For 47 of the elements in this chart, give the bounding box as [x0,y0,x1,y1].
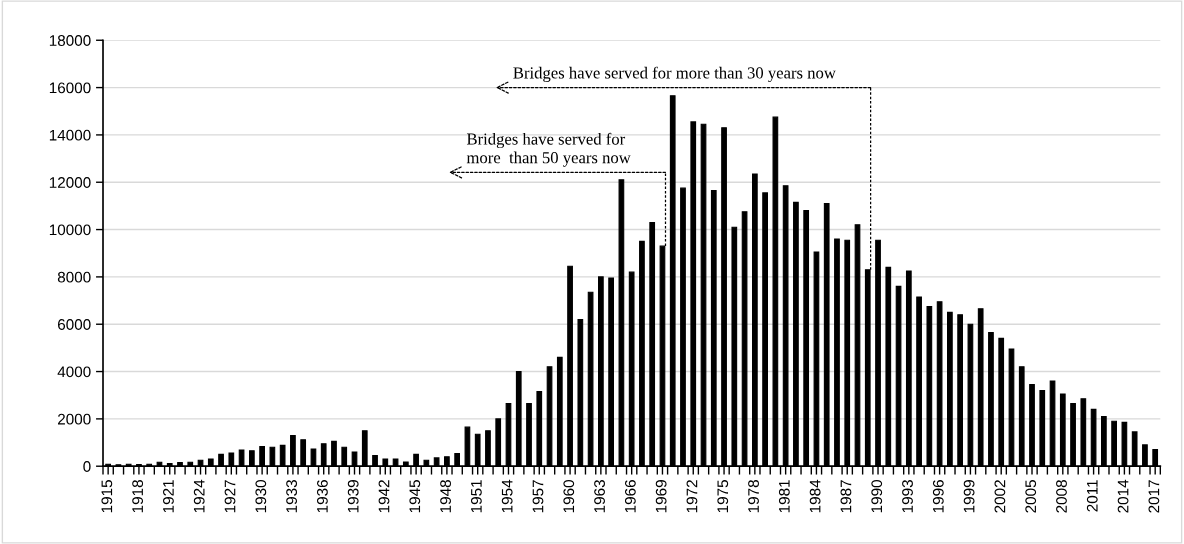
y-tick-label: 10000 [49,224,91,236]
x-tick-label: 1951 [470,480,482,513]
x-tick-label: 1990 [871,480,883,513]
x-tick-label: 2008 [1056,480,1067,513]
x-tick-label: 2002 [994,480,1006,513]
y-tick-label: 12000 [49,177,91,188]
x-tick-label: 2011 [1086,480,1098,512]
x-tick-label: 1963 [594,480,605,513]
x-tick-label: 1966 [624,480,636,513]
x-tick-label: 1948 [440,480,451,513]
x-tick-label: 1972 [686,480,698,513]
x-tick-label: 2005 [1025,480,1037,513]
x-tick-label: 1945 [409,480,421,513]
x-tick-label: 1921 [163,480,174,513]
y-tick-label: 18000 [49,35,91,46]
x-tick-label: 1987 [840,480,852,513]
annotation: Bridges have served for more than 30 years now [513,66,836,82]
x-tick-label: 1924 [193,479,205,513]
x-tick-label: 1960 [563,480,575,513]
x-tick-label: 1984 [809,479,821,513]
x-tick-label: 1930 [255,480,267,513]
x-tick-label: 1918 [132,480,144,513]
x-tick-label: 2014 [1117,479,1129,513]
x-tick-label: 2017 [1148,480,1160,513]
x-tick-label: 1915 [101,480,113,513]
x-tick-label: 1954 [501,479,513,513]
x-tick-label: 1957 [532,480,544,513]
x-tick-label: 1939 [347,480,359,513]
y-tick-label: 2000 [57,413,91,425]
x-tick-label: 1969 [655,480,667,513]
y-tick-label: 14000 [49,129,91,141]
x-tick-label: 1942 [378,480,390,513]
annotation: Bridges have served for more than 50 years now [466,132,631,167]
x-tick-label: 1975 [717,480,729,513]
x-tick-label: 1978 [748,480,759,513]
x-tick-label: 1981 [778,480,790,513]
y-tick-label: 0 [83,461,91,472]
x-tick-label: 1996 [932,480,944,513]
x-tick-label: 1927 [224,480,236,513]
x-tick-label: 1936 [316,480,328,513]
y-tick-label: 16000 [49,82,91,94]
x-tick-label: 1993 [902,480,913,513]
y-tick-label: 6000 [57,319,91,330]
x-tick-label: 1999 [963,480,975,513]
y-tick-label: 4000 [57,366,91,378]
x-tick-label: 1933 [286,480,298,513]
y-tick-label: 8000 [57,271,91,283]
